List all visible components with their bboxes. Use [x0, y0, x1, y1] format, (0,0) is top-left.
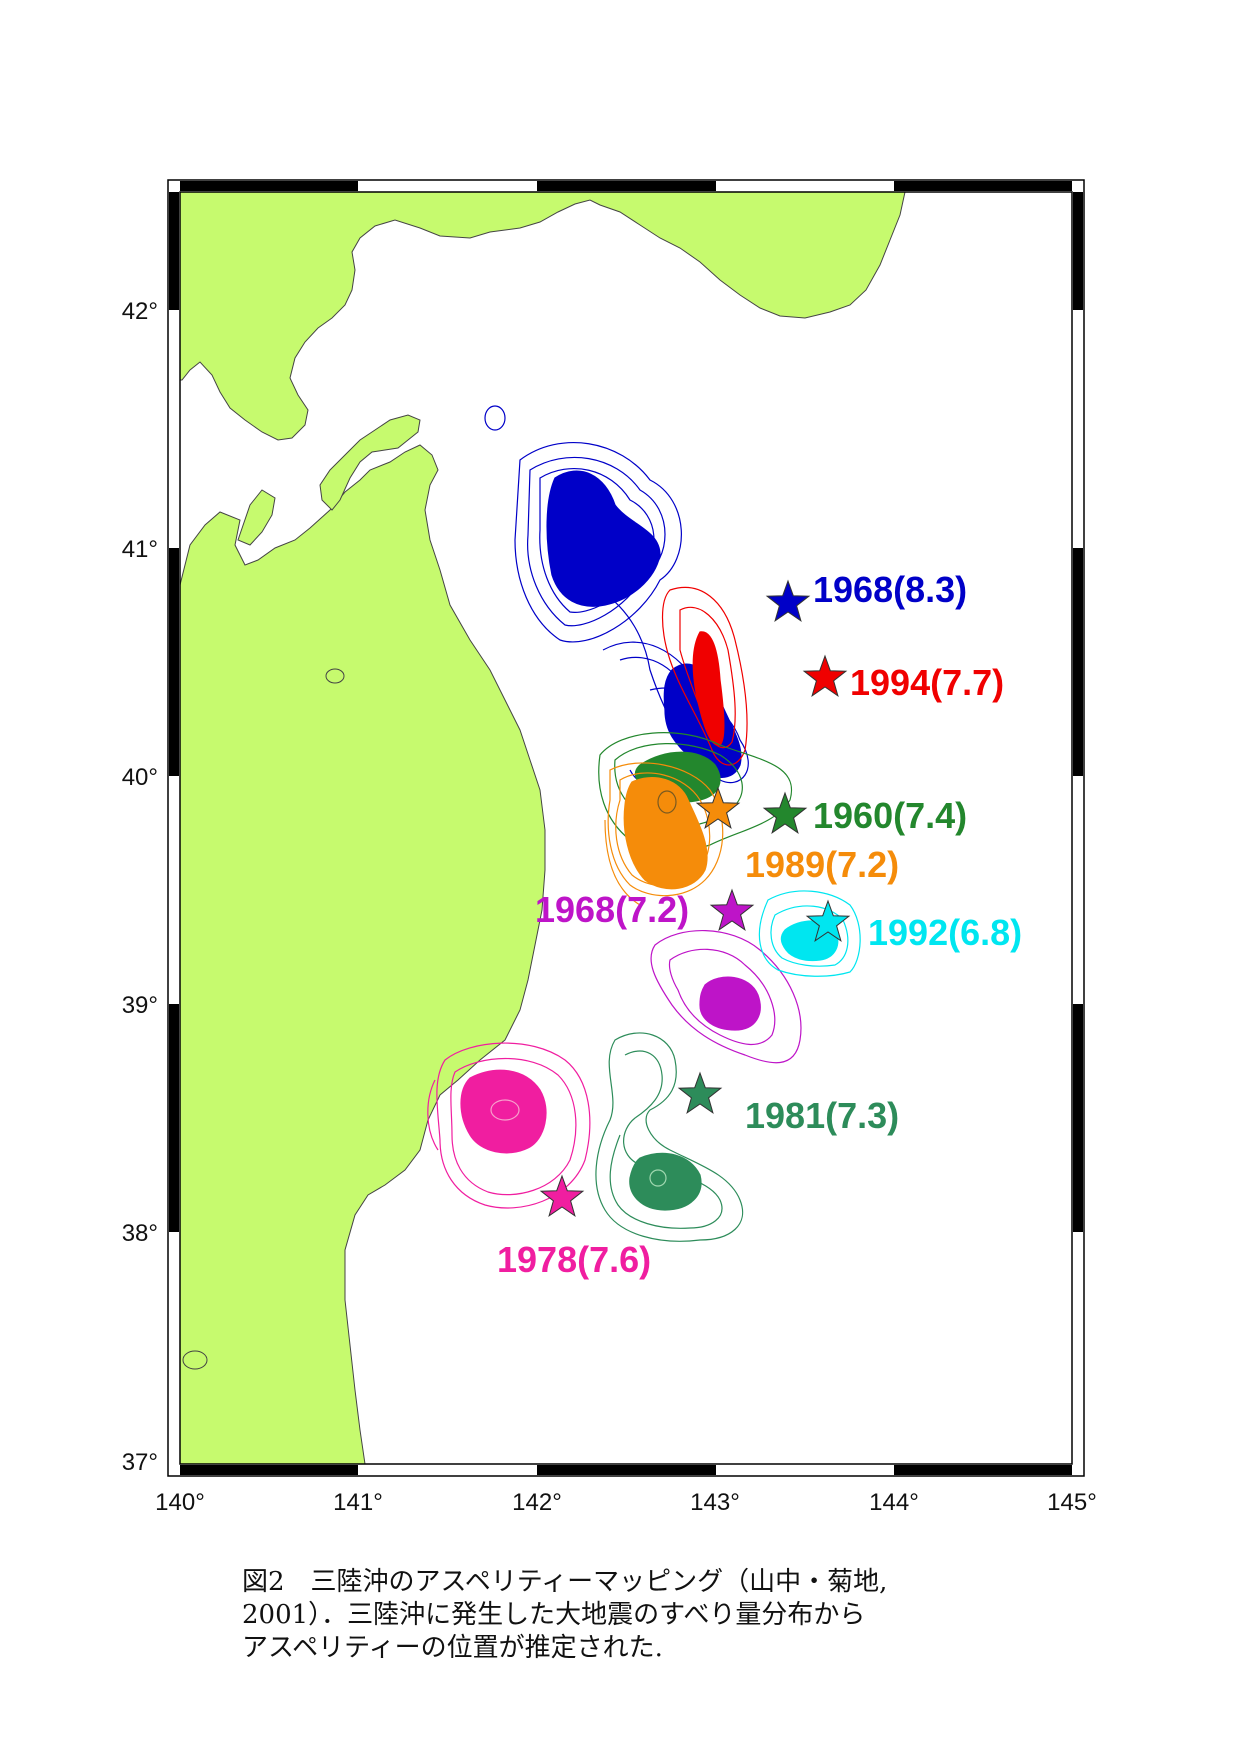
lat-tick-42: 42° [122, 298, 158, 325]
caption-line-2: 2001）．三陸沖に発生した大地震のすべり量分布から [242, 1600, 866, 1630]
lon-tick-142: 142° [512, 1489, 562, 1516]
lat-tick-39: 39° [122, 992, 158, 1019]
asperity-1978-7.6 [427, 1042, 591, 1209]
asperity-1981-7.3 [595, 1032, 744, 1242]
asperity-contours [427, 405, 861, 1242]
lon-tick-141: 141° [333, 1489, 383, 1516]
epicenter-star-icon-1992-6.8 [805, 899, 851, 942]
lon-tick-144: 144° [869, 1489, 919, 1516]
asperity-1994-7.7 [661, 586, 748, 766]
quake-label-1978-7.6: 1978(7.6) [497, 1239, 651, 1280]
map-frame [167, 179, 1085, 1477]
epicenter-star-icon-1994-7.7 [802, 654, 848, 697]
quake-label-1989-7.2: 1989(7.2) [745, 844, 899, 885]
figure-caption: 図2 三陸沖のアスペリティーマッピング（山中・菊地, 2001）．三陸沖に発生し… [242, 1566, 1062, 1665]
caption-line-3: アスペリティーの位置が推定された. [242, 1633, 663, 1663]
lat-tick-41: 41° [122, 536, 158, 563]
lat-tick-38: 38° [122, 1220, 158, 1247]
lon-tick-145: 145° [1047, 1489, 1097, 1516]
quake-label-1968-7.2: 1968(7.2) [535, 889, 689, 930]
asperity-1968-7.2 [650, 930, 802, 1064]
asperity-1989-7.2 [604, 762, 724, 906]
lon-tick-140: 140° [155, 1489, 205, 1516]
quake-label-1994-7.7: 1994(7.7) [850, 662, 1004, 703]
lat-tick-40: 40° [122, 764, 158, 791]
lat-tick-37: 37° [122, 1449, 158, 1476]
epicenter-star-icon-1981-7.3 [677, 1071, 723, 1114]
epicenter-star-icon-1968-7.2 [709, 888, 755, 931]
epicenter-star-icon-1960-7.4 [762, 791, 808, 834]
quake-label-1992-6.8: 1992(6.8) [868, 912, 1022, 953]
quake-label-1981-7.3: 1981(7.3) [745, 1095, 899, 1136]
quake-label-1968-8.3: 1968(8.3) [813, 569, 967, 610]
epicenter-star-icon-1978-7.6 [539, 1174, 585, 1217]
lon-tick-143: 143° [690, 1489, 740, 1516]
caption-line-1: 図2 三陸沖のアスペリティーマッピング（山中・菊地, [242, 1567, 888, 1597]
land [179, 191, 906, 1465]
quake-label-1960-7.4: 1960(7.4) [813, 795, 967, 836]
epicenter-star-icon-1989-7.2 [695, 786, 741, 829]
epicenter-star-icon-1968-8.3 [765, 579, 811, 622]
